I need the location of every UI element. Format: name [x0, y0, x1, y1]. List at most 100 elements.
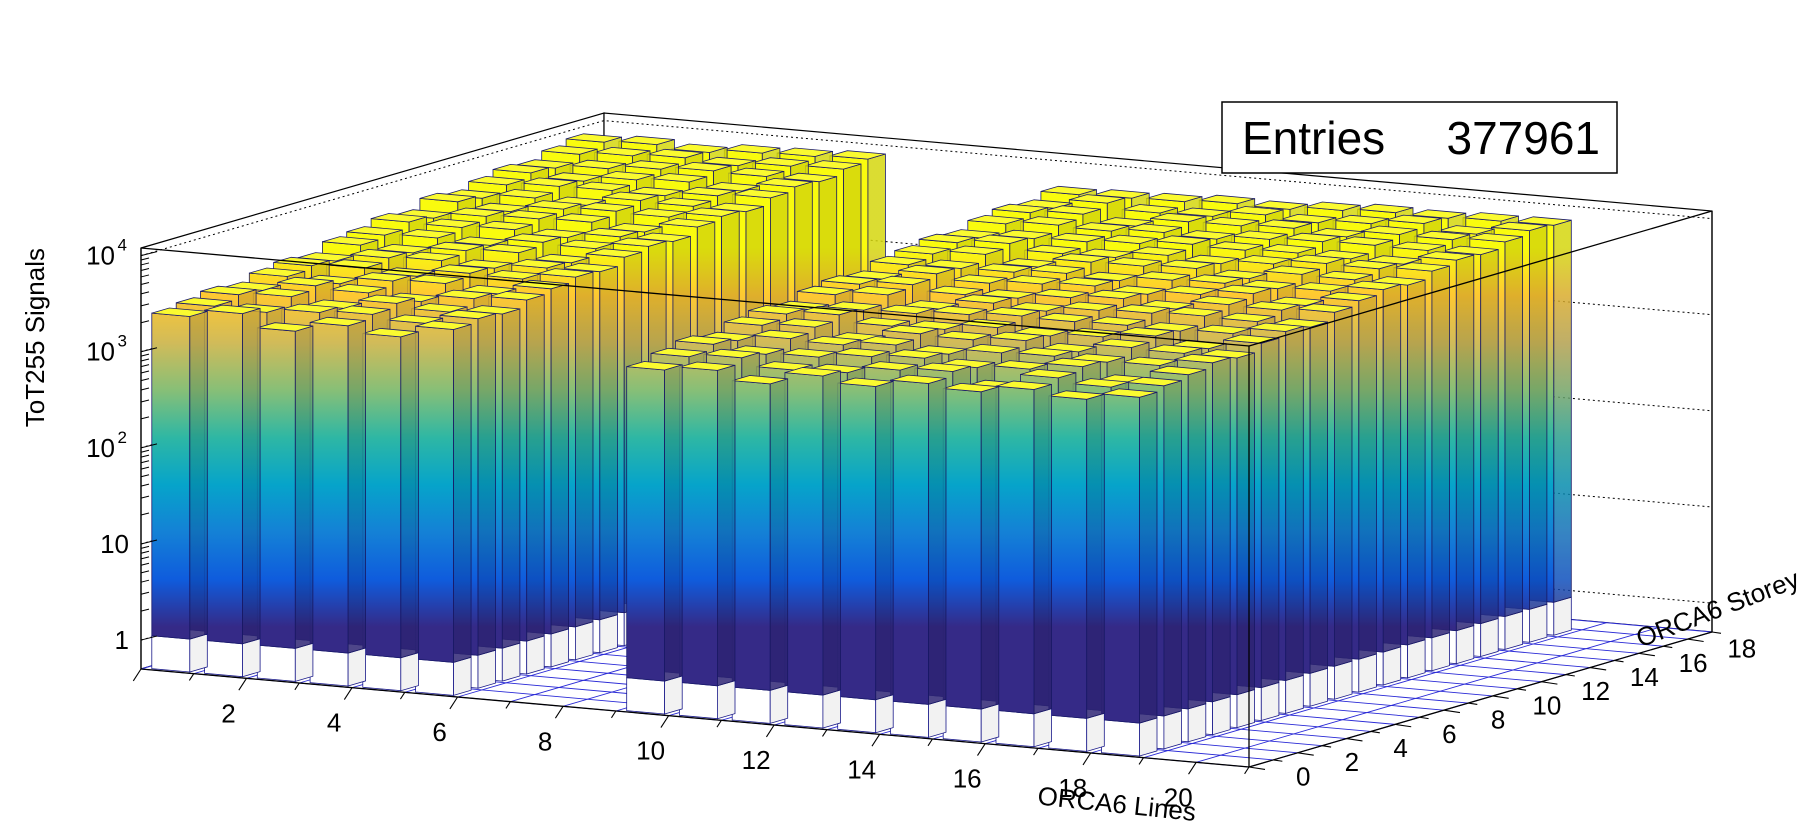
y-tick: [1248, 766, 1266, 770]
z-tick: [140, 466, 150, 470]
z-tick: [140, 251, 158, 257]
bar: [995, 380, 1052, 748]
x-tick: [822, 729, 828, 737]
z-tick: [140, 539, 158, 545]
x-tick: [927, 738, 933, 747]
x-tick: [871, 734, 881, 747]
y-tick: [1468, 702, 1478, 705]
z-tick: [140, 454, 150, 458]
bar: [309, 316, 367, 687]
z-tick: [140, 556, 150, 560]
y-tick: [1590, 666, 1607, 671]
z-tick: [140, 347, 158, 353]
bar: [1101, 388, 1158, 757]
y-tick: [1419, 716, 1429, 720]
bar: [626, 361, 683, 715]
z-tick: [140, 495, 150, 499]
z-tick: [140, 387, 150, 391]
x-tick-label: 12: [742, 745, 771, 775]
bar: [837, 377, 894, 734]
z-tick-label: 10: [100, 529, 129, 559]
x-tick: [188, 673, 195, 681]
bars-layer: [151, 133, 1572, 757]
y-tick: [1565, 674, 1575, 677]
x-tick: [716, 720, 722, 728]
y-tick-label: 4: [1393, 733, 1407, 763]
z-tick: [140, 416, 150, 420]
x-tick: [294, 682, 300, 691]
y-tick: [1297, 752, 1314, 756]
x-tick: [132, 668, 142, 682]
y-tick-label: 8: [1491, 705, 1505, 735]
frame-line: [1248, 210, 1713, 347]
y-tick: [1370, 730, 1380, 734]
floor-line: [1196, 626, 1660, 763]
x-tick: [343, 687, 353, 700]
z-tick: [140, 303, 150, 307]
y-tick-label: 0: [1296, 761, 1310, 791]
x-tick: [1082, 752, 1092, 766]
z-tick: [140, 570, 150, 574]
z-axis-title: ToT255 Signals: [20, 248, 50, 427]
y-tick: [1516, 688, 1527, 691]
x-tick: [1033, 748, 1039, 756]
grid-line: [140, 120, 1713, 257]
x-tick: [1138, 757, 1144, 765]
y-tick: [1395, 723, 1412, 728]
bar: [256, 322, 314, 682]
x-tick-label: 18: [1058, 773, 1087, 803]
y-tick-label: 6: [1442, 719, 1456, 749]
bar: [151, 307, 208, 673]
x-tick: [1244, 766, 1250, 775]
x-tick: [977, 743, 986, 756]
z-tick-label: 10: [86, 337, 115, 367]
x-tick-label: 2: [221, 698, 235, 728]
bar: [362, 327, 419, 692]
y-tick: [1346, 738, 1363, 742]
z-tick: [140, 483, 150, 487]
z-tick: [140, 274, 150, 278]
frame-line: [140, 668, 1250, 768]
z-tick: [140, 449, 150, 453]
z-tick: [140, 364, 150, 368]
z-tick: [140, 562, 150, 566]
z-tick-exponent: 2: [118, 428, 127, 447]
bar: [942, 382, 1000, 743]
z-tick: [140, 268, 150, 271]
stats-box-frame: [1221, 101, 1618, 174]
x-tick: [1188, 762, 1197, 775]
z-tick: [140, 353, 150, 357]
y-tick: [1638, 652, 1655, 657]
z-tick: [140, 320, 150, 324]
x-tick: [399, 692, 406, 700]
z-tick-exponent: 4: [118, 236, 127, 255]
frame-layer: [140, 210, 1713, 768]
z-tick-label: 10: [86, 241, 115, 271]
y-tick: [1273, 759, 1283, 762]
y-tick: [1687, 638, 1704, 643]
bar: [415, 320, 472, 696]
y-tick: [1541, 681, 1558, 685]
z-tick: [140, 635, 158, 641]
z-tick: [140, 512, 150, 516]
x-tick-label: 8: [538, 726, 552, 756]
z-tick-label: 10: [86, 433, 115, 463]
z-tick-exponent: 3: [118, 332, 127, 351]
y-tick: [1322, 745, 1332, 748]
z-tick: [140, 378, 150, 382]
stats-box: Entries 377961: [1221, 101, 1618, 174]
floor-line: [1143, 622, 1607, 759]
z-tick: [140, 545, 150, 549]
z-tick: [140, 608, 150, 612]
x-tick-label: 14: [847, 754, 876, 784]
z-tick: [140, 282, 150, 286]
y-tick-label: 10: [1532, 690, 1561, 720]
bar: [679, 361, 736, 720]
x-tick: [765, 724, 775, 738]
frame-line: [140, 247, 1250, 347]
y-tick: [1711, 631, 1722, 634]
x-tick-label: 10: [636, 736, 665, 766]
z-tick: [140, 370, 150, 374]
